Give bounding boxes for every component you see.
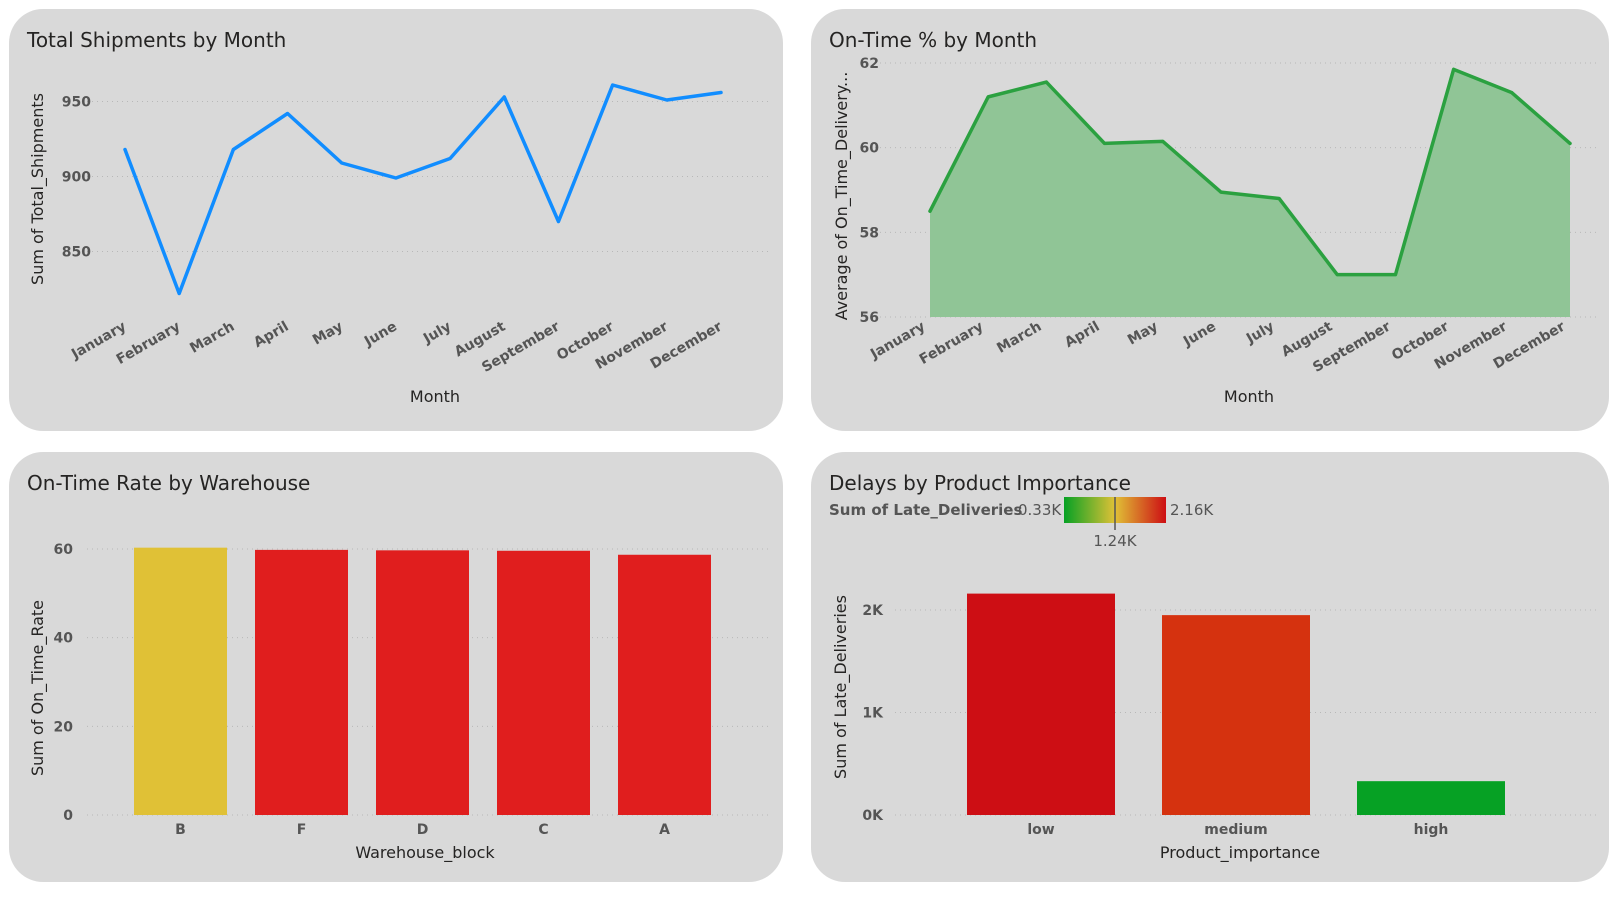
y-tick-label: 20: [54, 719, 74, 735]
x-tick-label: June: [361, 319, 400, 351]
y-tick-label: 1K: [862, 706, 884, 722]
x-tick-label: June: [1180, 319, 1219, 351]
x-axis-title: Month: [410, 387, 460, 406]
y-tick-label: 62: [860, 56, 879, 72]
panel-delays-product-importance: Delays by Product Importance Sum of Late…: [811, 452, 1609, 882]
data-point: [394, 176, 398, 180]
data-point: [340, 161, 344, 165]
chart-title: On-Time Rate by Warehouse: [27, 471, 311, 495]
bar: [967, 593, 1115, 815]
y-tick-label: 0K: [862, 808, 884, 824]
data-point: [556, 220, 560, 223]
x-tick-label: A: [659, 822, 670, 838]
data-point: [665, 98, 669, 102]
y-axis-title: Sum of Total_Shipments: [28, 93, 48, 285]
x-tick-label: medium: [1204, 822, 1267, 838]
data-point: [448, 157, 452, 160]
data-point: [611, 83, 615, 87]
data-point: [1335, 273, 1339, 277]
panel-on-time-rate-warehouse: On-Time Rate by Warehouse 0 20 40 60 B F D C A Wa…: [9, 452, 783, 882]
x-tick-label: March: [994, 319, 1044, 357]
data-point: [1568, 141, 1572, 145]
y-tick-label: 58: [860, 225, 879, 241]
x-tick-label: July: [420, 319, 454, 348]
series-line: [123, 83, 723, 296]
y-tick-label: 60: [54, 542, 74, 558]
bar: [1162, 615, 1310, 815]
x-tick-label: July: [1243, 319, 1277, 348]
y-tick-label: 0: [63, 808, 73, 824]
chart-on-time-rate-warehouse: 0 20 40 60 B F D C A Warehouse_block Sum of On_Tim…: [28, 542, 769, 863]
chart-delays-product-importance: Sum of Late_Deliveries0.33K1.24K2.16K0K1…: [829, 497, 1597, 863]
color-scale-mid: 1.24K: [1093, 532, 1137, 550]
y-tick-label: 900: [62, 170, 91, 186]
data-point: [1393, 273, 1397, 277]
data-point: [1219, 190, 1223, 194]
data-point: [502, 95, 506, 99]
area-fill: [930, 69, 1570, 317]
chart-title: Total Shipments by Month: [27, 28, 287, 52]
series-line: [928, 67, 1572, 277]
color-scale-min: 0.33K: [1018, 501, 1062, 519]
data-point: [719, 91, 723, 94]
y-axis-title: Sum of Late_Deliveries: [831, 595, 851, 779]
data-point: [123, 148, 127, 151]
data-point: [1510, 91, 1514, 95]
color-scale-max: 2.16K: [1170, 501, 1214, 519]
chart-title: Delays by Product Importance: [829, 471, 1131, 495]
bar: [497, 550, 590, 815]
x-tick-label: F: [297, 822, 307, 838]
panel-on-time-pct: On-Time % by Month 56 58 60 62 January Februa…: [811, 9, 1609, 431]
data-point: [1277, 196, 1281, 200]
data-point: [286, 112, 290, 115]
x-tick-label: low: [1027, 822, 1054, 838]
y-tick-label: 56: [860, 310, 879, 326]
x-tick-label: February: [917, 319, 986, 368]
color-scale-title: Sum of Late_Deliveries: [829, 501, 1022, 519]
y-tick-label: 40: [54, 631, 74, 647]
y-tick-label: 850: [62, 245, 91, 261]
x-tick-label: April: [251, 319, 291, 352]
bar: [618, 554, 711, 815]
x-tick-label: April: [1062, 319, 1102, 352]
y-tick-label: 60: [860, 141, 880, 157]
panel-total-shipments: Total Shipments by Month 850 900 950 Januar…: [9, 9, 783, 431]
x-tick-label: high: [1414, 822, 1449, 838]
bar: [1357, 781, 1505, 815]
x-tick-label: May: [310, 319, 346, 349]
data-point: [928, 209, 932, 213]
data-point: [1103, 141, 1107, 145]
x-axis-title: Month: [1224, 387, 1274, 406]
x-axis-title: Product_importance: [1160, 843, 1320, 863]
chart-title: On-Time % by Month: [829, 28, 1038, 52]
data-point: [1044, 80, 1048, 84]
y-tick-label: 2K: [862, 603, 884, 619]
data-point: [177, 292, 181, 295]
y-axis-title: Sum of On_Time_Rate: [28, 600, 48, 776]
x-tick-label: D: [417, 822, 429, 838]
bar: [376, 550, 469, 815]
x-axis-title: Warehouse_block: [355, 843, 495, 863]
y-axis-title: Average of On_Time_Delivery...: [832, 72, 852, 321]
data-point: [1452, 67, 1456, 71]
x-tick-label: May: [1125, 319, 1161, 349]
x-tick-label: C: [538, 822, 548, 838]
data-point: [986, 95, 990, 99]
bar: [255, 549, 348, 815]
bar: [134, 547, 227, 815]
x-tick-label: March: [187, 319, 237, 357]
data-point: [231, 148, 235, 151]
x-tick-label: B: [175, 822, 186, 838]
data-point: [1161, 139, 1165, 143]
y-tick-label: 950: [62, 95, 91, 111]
